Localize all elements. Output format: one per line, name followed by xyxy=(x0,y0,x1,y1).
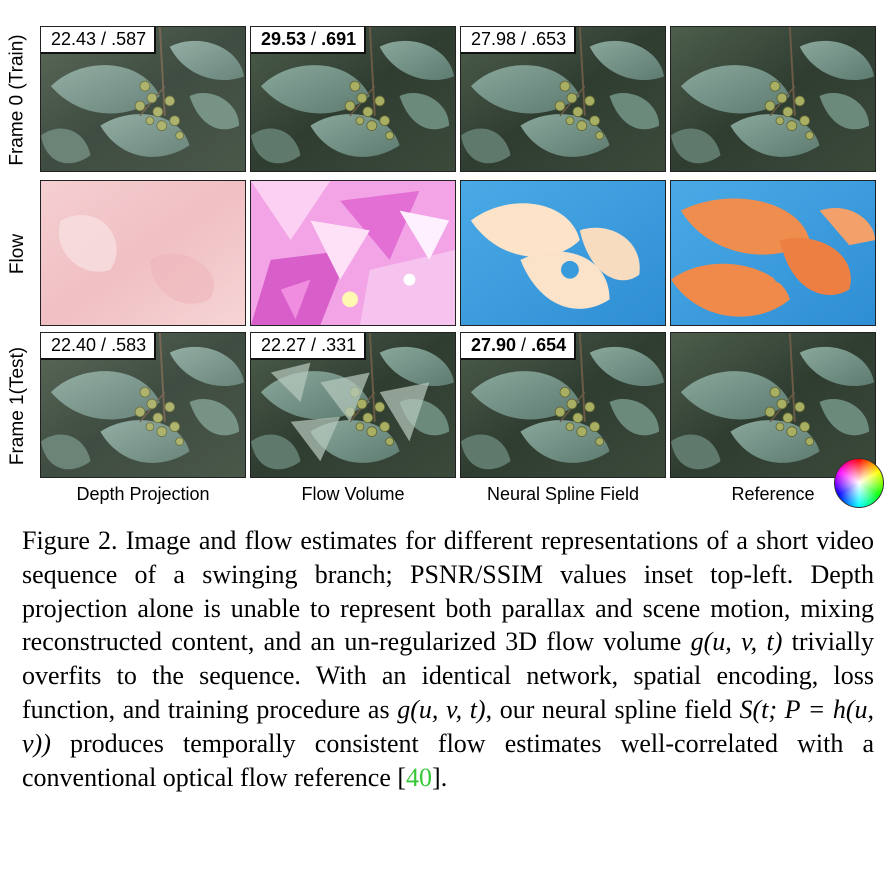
math-g: g(u, v, t) xyxy=(690,627,783,657)
frame1-neural-spline-image: 27.90 / .654 xyxy=(460,332,666,478)
col-label-depth-projection: Depth Projection xyxy=(76,484,210,504)
frame1-depth-metric: 22.40 / .583 xyxy=(41,333,157,360)
flow-flow-volume-image xyxy=(250,180,456,326)
frame0-flow-volume-image: 29.53 / .691 xyxy=(250,26,456,172)
col-label-reference: Reference xyxy=(731,484,815,504)
figure-caption: Figure 2. Image and flow estimates for d… xyxy=(22,526,875,792)
frame1-depth-projection-image: 22.40 / .583 xyxy=(40,332,246,478)
row-label-frame0: Frame 0 (Train) xyxy=(7,34,29,166)
figure-panel: Frame 0 (Train) Flow Frame 1(Test) 22.43… xyxy=(7,26,884,508)
frame0-depth-projection-image: 22.43 / .587 xyxy=(40,26,246,172)
col-label-flow-volume: Flow Volume xyxy=(301,484,405,504)
frame0-flow-volume-metric: 29.53 / .691 xyxy=(251,27,367,54)
frame0-neural-spline-metric: 27.98 / .653 xyxy=(461,27,577,54)
row-label-frame1: Frame 1(Test) xyxy=(7,346,28,466)
flow-reference-image xyxy=(670,180,876,326)
col-label-neural-spline: Neural Spline Field xyxy=(486,484,640,504)
frame1-neural-spline-metric: 27.90 / .654 xyxy=(461,333,577,360)
caption-figure-number: Figure 2. xyxy=(22,526,118,555)
flow-neural-spline-image xyxy=(460,180,666,326)
frame1-reference-image xyxy=(670,332,876,478)
frame1-flow-volume-image: 22.27 / .331 xyxy=(250,332,456,478)
flow-depth-projection-image xyxy=(40,180,246,326)
citation-link[interactable]: 40 xyxy=(406,762,433,792)
frame0-depth-metric: 22.43 / .587 xyxy=(41,27,157,54)
frame0-neural-spline-image: 27.98 / .653 xyxy=(460,26,666,172)
math-g-2: g(u, v, t) xyxy=(397,694,486,724)
row-label-flow: Flow xyxy=(7,233,28,275)
color-wheel-icon xyxy=(834,458,884,508)
frame1-flow-volume-metric: 22.27 / .331 xyxy=(251,333,367,360)
math-s: S(t; P = h(u, v)) xyxy=(22,694,875,758)
frame0-reference-image xyxy=(670,26,876,172)
